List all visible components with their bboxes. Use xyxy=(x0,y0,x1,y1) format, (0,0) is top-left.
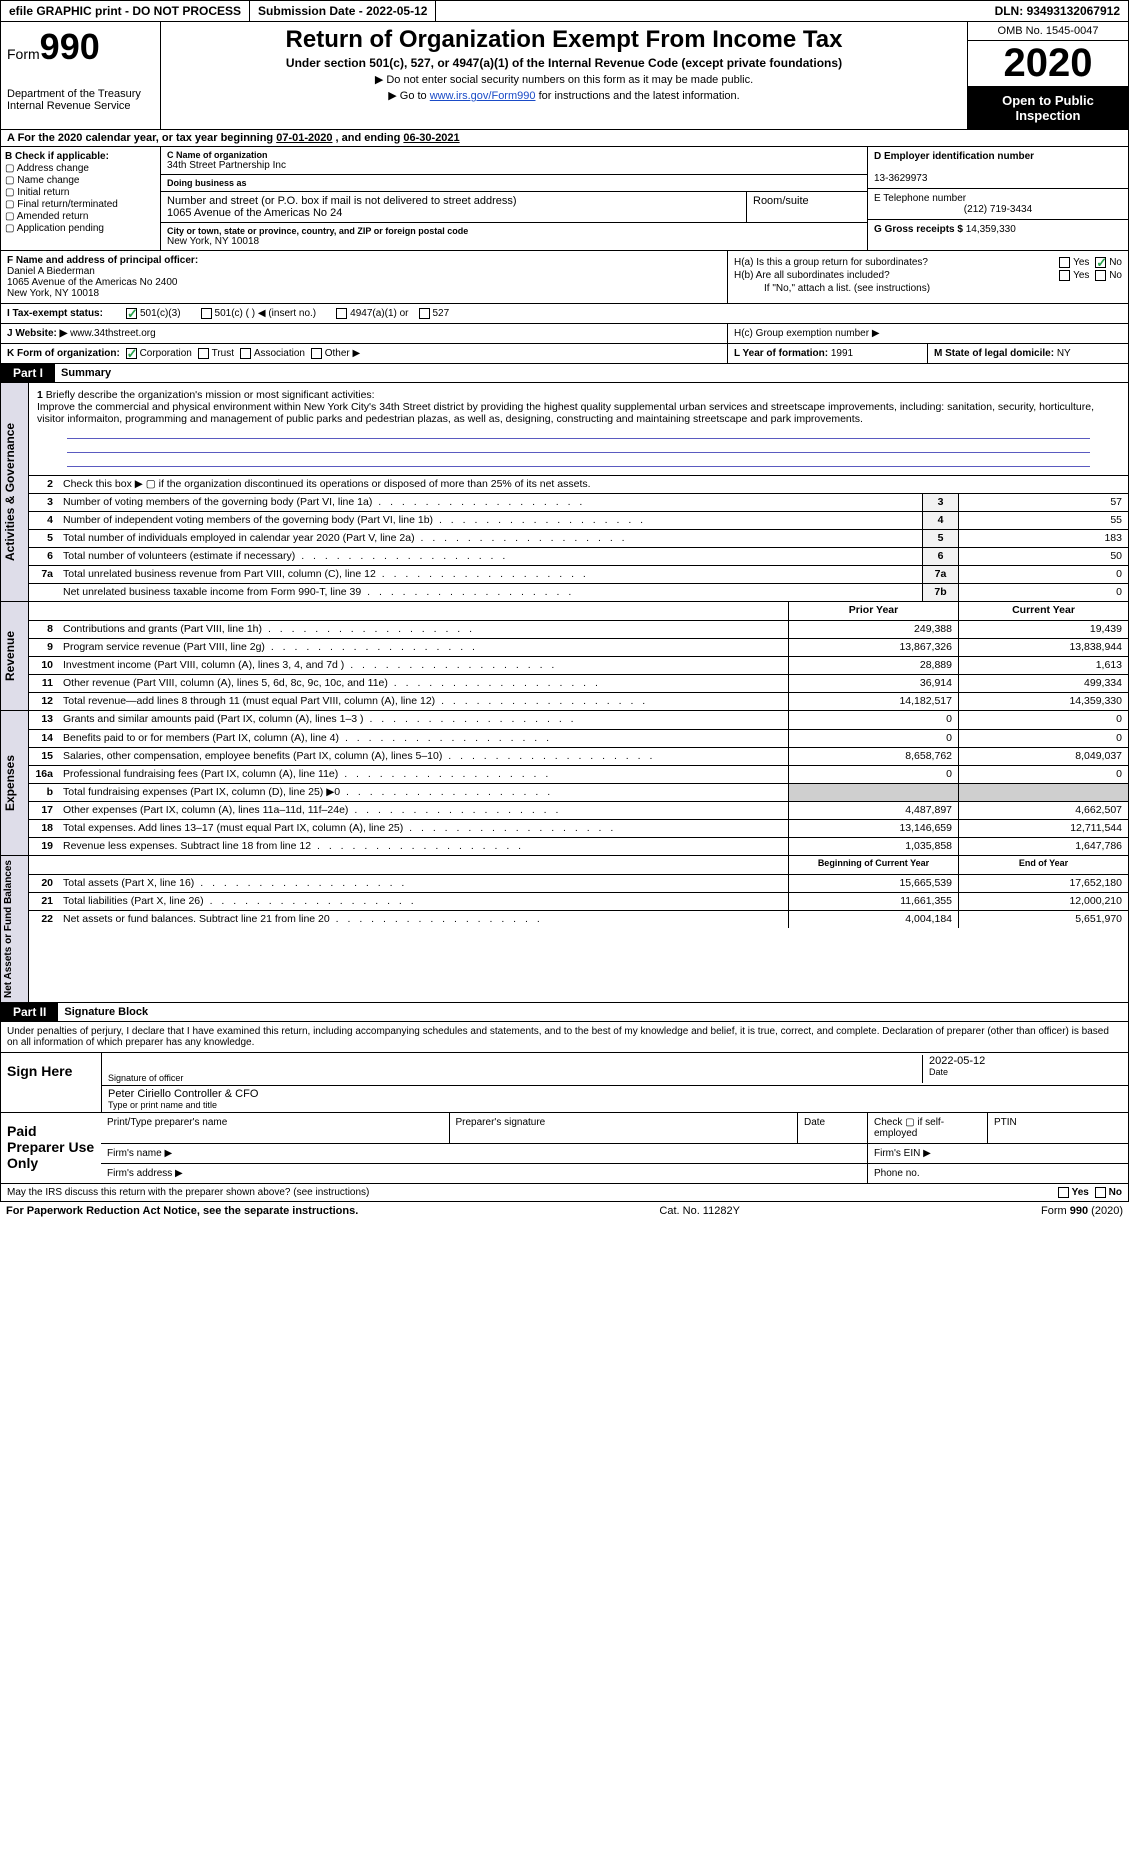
street-address: 1065 Avenue of the Americas No 24 xyxy=(167,207,740,219)
state-domicile: NY xyxy=(1057,348,1071,359)
form-id-block: Form990 Department of the Treasury Inter… xyxy=(1,22,161,129)
data-row: bTotal fundraising expenses (Part IX, co… xyxy=(29,783,1128,801)
part1-header: Part I Summary xyxy=(0,364,1129,383)
chk-corp[interactable] xyxy=(126,348,137,359)
revenue-section: Revenue Prior Year Current Year 8Contrib… xyxy=(0,602,1129,711)
row-a-tax-year: A For the 2020 calendar year, or tax yea… xyxy=(0,130,1129,147)
gross-receipts: 14,359,330 xyxy=(966,224,1016,235)
col-c-org-info: C Name of organization 34th Street Partn… xyxy=(161,147,868,250)
data-row: 15Salaries, other compensation, employee… xyxy=(29,747,1128,765)
tax-exempt-status: I Tax-exempt status: 501(c)(3) 501(c) ( … xyxy=(0,304,1129,324)
ein: 13-3629973 xyxy=(874,173,927,184)
data-row: 17Other expenses (Part IX, column (A), l… xyxy=(29,801,1128,819)
officer-name: Peter Ciriello Controller & CFO xyxy=(108,1088,258,1100)
org-name: 34th Street Partnership Inc xyxy=(167,160,861,171)
submission-cell: Submission Date - 2022-05-12 xyxy=(250,1,436,21)
year-block: OMB No. 1545-0047 2020 Open to Public In… xyxy=(968,22,1128,129)
data-row: 9Program service revenue (Part VIII, lin… xyxy=(29,638,1128,656)
data-row: 14Benefits paid to or for members (Part … xyxy=(29,729,1128,747)
form-title-block: Return of Organization Exempt From Incom… xyxy=(161,22,968,129)
chk-other[interactable] xyxy=(311,348,322,359)
principal-officer: F Name and address of principal officer:… xyxy=(1,251,728,303)
data-row: 19Revenue less expenses. Subtract line 1… xyxy=(29,837,1128,855)
efile-label: efile GRAPHIC print - DO NOT PROCESS xyxy=(1,1,250,21)
chk-4947[interactable] xyxy=(336,308,347,319)
telephone: (212) 719-3434 xyxy=(874,204,1122,215)
discuss-no[interactable] xyxy=(1095,1187,1106,1198)
paid-preparer-block: Paid Preparer Use Only Print/Type prepar… xyxy=(0,1113,1129,1184)
declaration-text: Under penalties of perjury, I declare th… xyxy=(0,1022,1129,1053)
page-footer: For Paperwork Reduction Act Notice, see … xyxy=(0,1202,1129,1220)
chk-address-change[interactable]: Address change xyxy=(5,163,156,174)
chk-assoc[interactable] xyxy=(240,348,251,359)
gov-row: Net unrelated business taxable income fr… xyxy=(29,583,1128,601)
group-return-block: H(a) Is this a group return for subordin… xyxy=(728,251,1128,303)
hb-no[interactable] xyxy=(1095,270,1106,281)
top-bar: efile GRAPHIC print - DO NOT PROCESS Sub… xyxy=(0,0,1129,22)
gov-row: 6Total number of volunteers (estimate if… xyxy=(29,547,1128,565)
hb-yes[interactable] xyxy=(1059,270,1070,281)
data-row: 8Contributions and grants (Part VIII, li… xyxy=(29,620,1128,638)
expenses-section: Expenses 13Grants and similar amounts pa… xyxy=(0,711,1129,856)
chk-final-return[interactable]: Final return/terminated xyxy=(5,199,156,210)
ha-no[interactable] xyxy=(1095,257,1106,268)
discuss-row: May the IRS discuss this return with the… xyxy=(0,1184,1129,1202)
chk-501c[interactable] xyxy=(201,308,212,319)
gov-row: 3Number of voting members of the governi… xyxy=(29,493,1128,511)
chk-application-pending[interactable]: Application pending xyxy=(5,223,156,234)
data-row: 12Total revenue—add lines 8 through 11 (… xyxy=(29,692,1128,710)
signature-date: 2022-05-12 xyxy=(929,1055,1122,1067)
chk-trust[interactable] xyxy=(198,348,209,359)
row-klm: K Form of organization: Corporation Trus… xyxy=(0,344,1129,364)
chk-amended-return[interactable]: Amended return xyxy=(5,211,156,222)
data-row: 13Grants and similar amounts paid (Part … xyxy=(29,711,1128,729)
data-row: 11Other revenue (Part VIII, column (A), … xyxy=(29,674,1128,692)
form-header: Form990 Department of the Treasury Inter… xyxy=(0,22,1129,130)
section-bcd: B Check if applicable: Address change Na… xyxy=(0,147,1129,251)
activities-governance: Activities & Governance 1 Briefly descri… xyxy=(0,383,1129,602)
col-d-ids: D Employer identification number 13-3629… xyxy=(868,147,1128,250)
part2-header: Part II Signature Block xyxy=(0,1003,1129,1022)
instructions-link[interactable]: www.irs.gov/Form990 xyxy=(430,90,536,102)
col-b-checkboxes: B Check if applicable: Address change Na… xyxy=(1,147,161,250)
chk-initial-return[interactable]: Initial return xyxy=(5,187,156,198)
net-assets-section: Net Assets or Fund Balances Beginning of… xyxy=(0,856,1129,1003)
chk-501c3[interactable] xyxy=(126,308,137,319)
row-j-hc: J Website: ▶ www.34thstreet.org H(c) Gro… xyxy=(0,324,1129,344)
chk-527[interactable] xyxy=(419,308,430,319)
gov-row: 4Number of independent voting members of… xyxy=(29,511,1128,529)
mission-text: Improve the commercial and physical envi… xyxy=(37,401,1094,425)
data-row: 16aProfessional fundraising fees (Part I… xyxy=(29,765,1128,783)
ha-yes[interactable] xyxy=(1059,257,1070,268)
discuss-yes[interactable] xyxy=(1058,1187,1069,1198)
city-state-zip: New York, NY 10018 xyxy=(167,236,861,247)
data-row: 22Net assets or fund balances. Subtract … xyxy=(29,910,1128,928)
sign-here-block: Sign Here Signature of officer 2022-05-1… xyxy=(0,1053,1129,1113)
dln-cell: DLN: 93493132067912 xyxy=(987,1,1128,21)
gov-row: 5Total number of individuals employed in… xyxy=(29,529,1128,547)
data-row: 21Total liabilities (Part X, line 26)11,… xyxy=(29,892,1128,910)
data-row: 10Investment income (Part VIII, column (… xyxy=(29,656,1128,674)
year-formation: 1991 xyxy=(831,348,853,359)
gov-row: 7aTotal unrelated business revenue from … xyxy=(29,565,1128,583)
section-fh: F Name and address of principal officer:… xyxy=(0,251,1129,304)
chk-name-change[interactable]: Name change xyxy=(5,175,156,186)
data-row: 18Total expenses. Add lines 13–17 (must … xyxy=(29,819,1128,837)
data-row: 20Total assets (Part X, line 16)15,665,5… xyxy=(29,874,1128,892)
website: www.34thstreet.org xyxy=(70,328,156,339)
